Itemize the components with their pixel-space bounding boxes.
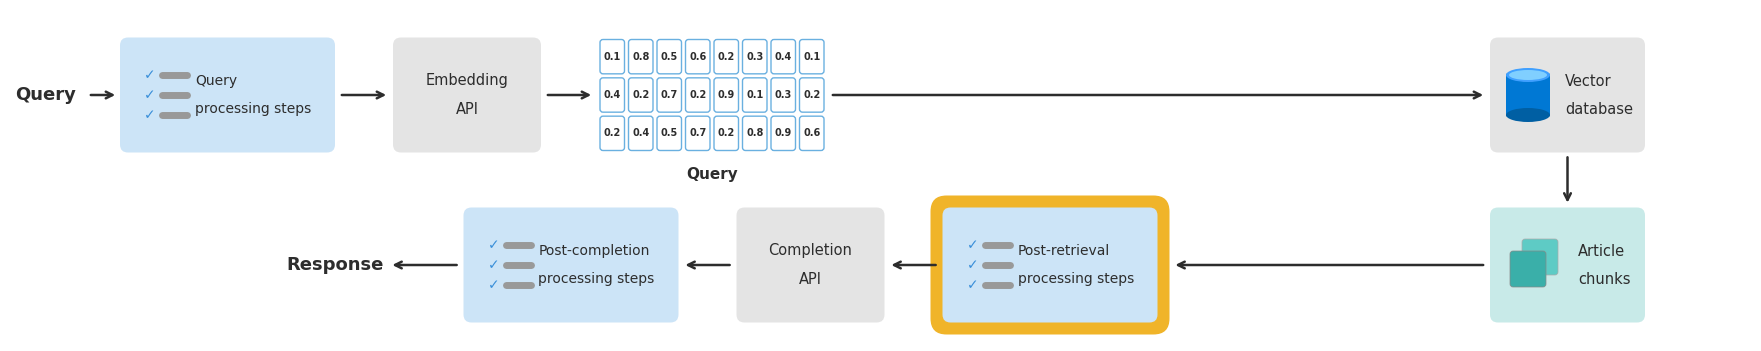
Text: 0.2: 0.2	[689, 90, 706, 100]
Text: 0.3: 0.3	[775, 90, 792, 100]
Ellipse shape	[1506, 68, 1550, 82]
Text: API: API	[799, 272, 822, 286]
Text: Post-retrieval: Post-retrieval	[1018, 244, 1109, 258]
Text: 0.4: 0.4	[775, 52, 792, 62]
Text: 0.6: 0.6	[689, 52, 706, 62]
Text: 0.3: 0.3	[747, 52, 763, 62]
FancyBboxPatch shape	[942, 207, 1157, 323]
FancyBboxPatch shape	[713, 78, 738, 112]
Text: Response: Response	[285, 256, 384, 274]
Text: Vector: Vector	[1566, 73, 1611, 88]
FancyBboxPatch shape	[799, 40, 824, 74]
Text: database: database	[1566, 101, 1632, 117]
Text: Article: Article	[1578, 244, 1625, 258]
FancyBboxPatch shape	[685, 40, 710, 74]
FancyBboxPatch shape	[713, 116, 738, 151]
FancyBboxPatch shape	[657, 116, 682, 151]
Text: 0.7: 0.7	[689, 128, 706, 138]
FancyBboxPatch shape	[120, 38, 335, 152]
FancyBboxPatch shape	[601, 78, 625, 112]
FancyBboxPatch shape	[743, 116, 768, 151]
Text: 0.2: 0.2	[604, 128, 622, 138]
FancyBboxPatch shape	[685, 78, 710, 112]
Text: ✓: ✓	[488, 278, 500, 292]
FancyBboxPatch shape	[657, 40, 682, 74]
Text: ✓: ✓	[488, 238, 500, 252]
FancyBboxPatch shape	[601, 116, 625, 151]
Text: 0.9: 0.9	[718, 90, 734, 100]
Text: 0.8: 0.8	[747, 128, 764, 138]
FancyBboxPatch shape	[799, 78, 824, 112]
Text: 0.4: 0.4	[632, 128, 650, 138]
Text: ✓: ✓	[488, 258, 500, 272]
Text: 0.8: 0.8	[632, 52, 650, 62]
Text: processing steps: processing steps	[1018, 272, 1134, 286]
FancyBboxPatch shape	[601, 40, 625, 74]
Text: 0.5: 0.5	[660, 128, 678, 138]
Text: ✓: ✓	[144, 108, 155, 122]
Text: 0.1: 0.1	[747, 90, 763, 100]
Text: 0.9: 0.9	[775, 128, 792, 138]
Text: ✓: ✓	[967, 278, 979, 292]
FancyBboxPatch shape	[393, 38, 541, 152]
FancyBboxPatch shape	[771, 78, 796, 112]
Text: 0.4: 0.4	[604, 90, 622, 100]
FancyBboxPatch shape	[629, 40, 653, 74]
FancyBboxPatch shape	[629, 78, 653, 112]
FancyBboxPatch shape	[713, 40, 738, 74]
Text: 0.2: 0.2	[803, 90, 821, 100]
Ellipse shape	[1506, 108, 1550, 122]
Text: Completion: Completion	[768, 244, 852, 258]
FancyBboxPatch shape	[736, 207, 884, 323]
Text: Embedding: Embedding	[426, 73, 509, 88]
Text: Post-completion: Post-completion	[539, 244, 650, 258]
FancyBboxPatch shape	[1509, 251, 1546, 287]
FancyBboxPatch shape	[1490, 38, 1645, 152]
Text: 0.6: 0.6	[803, 128, 821, 138]
Text: API: API	[456, 101, 479, 117]
Text: chunks: chunks	[1578, 272, 1631, 286]
Ellipse shape	[1509, 70, 1546, 80]
Text: Query: Query	[195, 74, 238, 88]
Text: 0.2: 0.2	[632, 90, 650, 100]
Text: processing steps: processing steps	[195, 102, 312, 116]
FancyBboxPatch shape	[930, 196, 1169, 335]
Text: ✓: ✓	[967, 238, 979, 252]
FancyBboxPatch shape	[799, 116, 824, 151]
Text: ✓: ✓	[144, 68, 155, 82]
Text: 0.2: 0.2	[718, 52, 734, 62]
FancyBboxPatch shape	[463, 207, 678, 323]
Text: 0.2: 0.2	[718, 128, 734, 138]
Text: ✓: ✓	[967, 258, 979, 272]
FancyBboxPatch shape	[1490, 207, 1645, 323]
FancyBboxPatch shape	[743, 78, 768, 112]
Text: Query: Query	[16, 86, 76, 104]
FancyBboxPatch shape	[629, 116, 653, 151]
FancyBboxPatch shape	[743, 40, 768, 74]
Text: processing steps: processing steps	[539, 272, 655, 286]
FancyBboxPatch shape	[657, 78, 682, 112]
FancyBboxPatch shape	[771, 116, 796, 151]
Text: 0.1: 0.1	[803, 52, 821, 62]
Text: 0.7: 0.7	[660, 90, 678, 100]
Text: 0.1: 0.1	[604, 52, 622, 62]
Text: 0.5: 0.5	[660, 52, 678, 62]
Text: ✓: ✓	[144, 88, 155, 102]
FancyBboxPatch shape	[771, 40, 796, 74]
Text: Query: Query	[687, 167, 738, 182]
FancyBboxPatch shape	[685, 116, 710, 151]
FancyBboxPatch shape	[1522, 239, 1558, 275]
FancyBboxPatch shape	[1506, 73, 1550, 117]
